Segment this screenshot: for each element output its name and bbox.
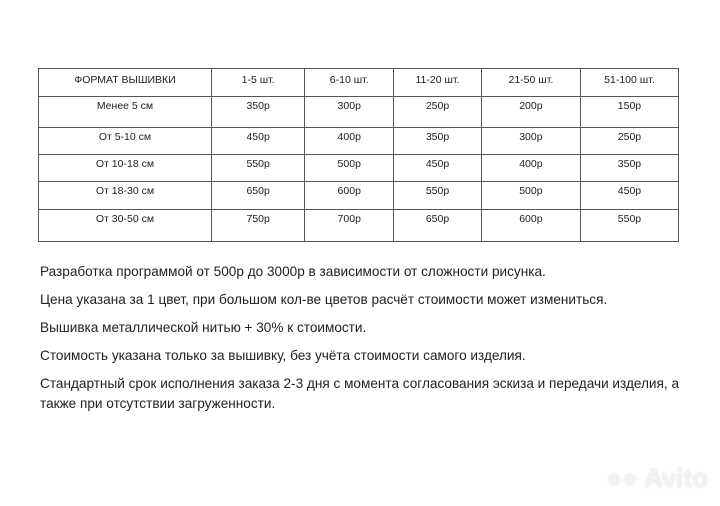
avito-watermark: ●● Avito <box>606 463 708 493</box>
table-cell: Менее 5 см <box>38 96 212 128</box>
table-cell: 6-10 шт. <box>304 68 395 97</box>
table-cell: 11-20 шт. <box>393 68 482 97</box>
table-cell: 500р <box>304 154 395 182</box>
table-row: Менее 5 см 350р 300р 250р 200р 150р <box>38 96 680 128</box>
table-row: От 18-30 см 650р 600р 550р 500р 450р <box>38 181 680 210</box>
table-cell: 350р <box>579 154 680 182</box>
table-cell: 650р <box>210 181 306 210</box>
table-row: От 10-18 см 550р 500р 450р 400р 350р <box>38 154 680 182</box>
table-cell: 150р <box>579 96 680 128</box>
table-cell: 450р <box>579 181 680 210</box>
table-cell: 250р <box>393 96 482 128</box>
table-cell: 600р <box>304 181 395 210</box>
table-cell: ФОРМАТ ВЫШИВКИ <box>38 68 212 97</box>
table-cell: 600р <box>480 209 581 242</box>
table-cell: От 5-10 см <box>38 127 212 155</box>
table-cell: 350р <box>393 127 482 155</box>
table-cell: 1-5 шт. <box>210 68 306 97</box>
table-cell: 500р <box>480 181 581 210</box>
note-metallic: Вышивка металлической нитью + 30% к стои… <box>40 320 367 335</box>
table-cell: 550р <box>579 209 680 242</box>
table-cell: От 10-18 см <box>38 154 212 182</box>
table-cell: 350р <box>210 96 306 128</box>
table-cell: 51-100 шт. <box>579 68 680 97</box>
table-cell: 200р <box>480 96 581 128</box>
table-cell: 300р <box>304 96 395 128</box>
note-cost: Стоимость указана только за вышивку, без… <box>40 348 526 363</box>
table-row: От 30-50 см 750р 700р 650р 600р 550р <box>38 209 680 242</box>
table-cell: 400р <box>480 154 581 182</box>
table-cell: 450р <box>210 127 306 155</box>
table-cell: 550р <box>393 181 482 210</box>
price-table: ФОРМАТ ВЫШИВКИ 1-5 шт. 6-10 шт. 11-20 шт. 21… <box>38 68 680 242</box>
table-cell: От 30-50 см <box>38 209 212 242</box>
note-development: Разработка программой от 500р до 3000р в… <box>40 264 546 279</box>
table-row: От 5-10 см 450р 400р 350р 300р 250р <box>38 127 680 155</box>
table-cell: От 18-30 см <box>38 181 212 210</box>
table-cell: 700р <box>304 209 395 242</box>
table-header-row: ФОРМАТ ВЫШИВКИ 1-5 шт. 6-10 шт. 11-20 шт. 21… <box>38 68 680 97</box>
table-cell: 450р <box>393 154 482 182</box>
note-lead-time: Стандартный срок исполнения заказа 2-3 д… <box>40 376 680 411</box>
table-cell: 550р <box>210 154 306 182</box>
table-cell: 400р <box>304 127 395 155</box>
table-cell: 750р <box>210 209 306 242</box>
table-cell: 250р <box>579 127 680 155</box>
table-cell: 650р <box>393 209 482 242</box>
notes: Разработка программой от 500р до 3000р в… <box>40 262 680 422</box>
table-cell: 21-50 шт. <box>480 68 581 97</box>
note-color: Цена указана за 1 цвет, при большом кол-… <box>40 292 608 307</box>
table-cell: 300р <box>480 127 581 155</box>
